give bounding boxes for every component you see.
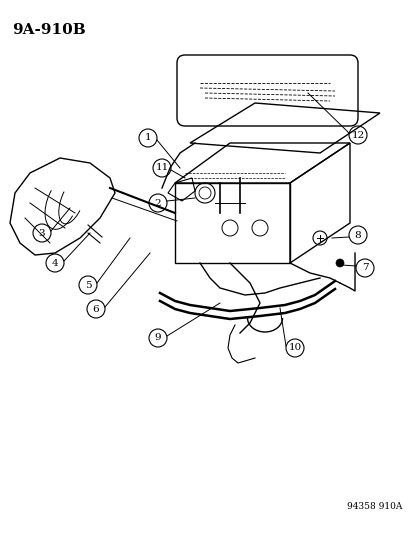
- Text: 7: 7: [361, 263, 368, 272]
- Text: 4: 4: [52, 259, 58, 268]
- Text: 1: 1: [144, 133, 151, 142]
- Text: 11: 11: [155, 164, 168, 173]
- Text: 12: 12: [351, 131, 364, 140]
- Circle shape: [335, 259, 343, 267]
- Text: 9A-910B: 9A-910B: [12, 23, 85, 37]
- Text: 3: 3: [38, 229, 45, 238]
- Text: 8: 8: [354, 230, 361, 239]
- Text: 6: 6: [93, 304, 99, 313]
- Text: 5: 5: [85, 280, 91, 289]
- Text: 9: 9: [154, 334, 161, 343]
- Text: 94358 910A: 94358 910A: [346, 502, 401, 511]
- Text: 2: 2: [154, 198, 161, 207]
- Text: 10: 10: [288, 343, 301, 352]
